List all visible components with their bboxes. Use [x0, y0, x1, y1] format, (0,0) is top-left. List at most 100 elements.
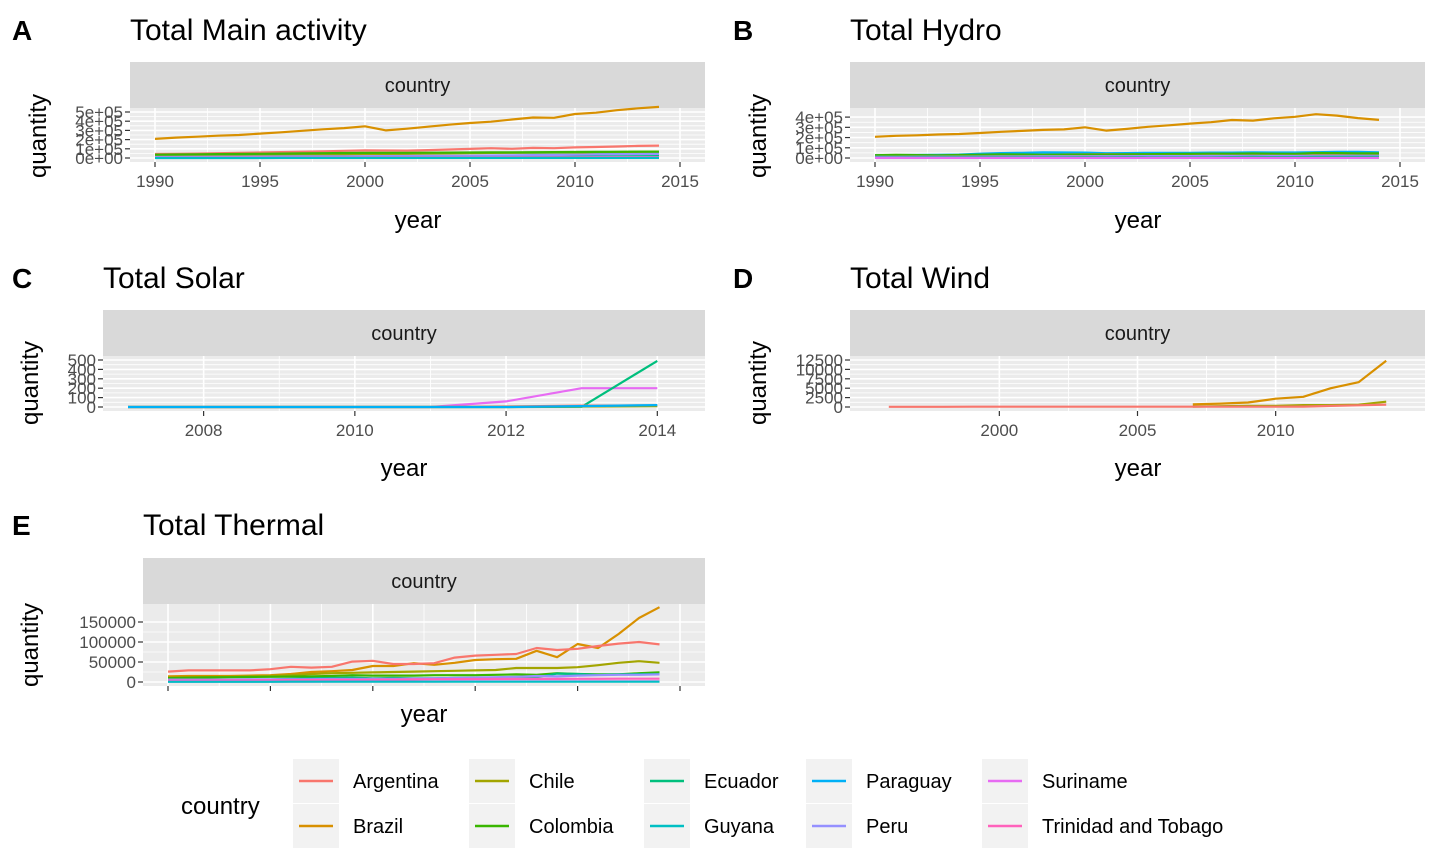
series-lines [167, 606, 661, 683]
y-tick-label: 4e+05 [795, 108, 843, 127]
series-lines [874, 113, 1380, 159]
y-tick-label: 3e+05 [75, 121, 123, 140]
legend-item: Ecuador [644, 759, 779, 803]
facet-strip-label: country [391, 571, 457, 593]
y-tick-label: 150000 [79, 613, 136, 632]
legend-item: Chile [469, 759, 575, 803]
y-axis-title: quantity [745, 341, 772, 425]
facet-strip-label: country [1105, 323, 1171, 345]
y-tick-label: 0 [87, 398, 96, 417]
facet-strip [850, 310, 1425, 356]
series-line-brazil [154, 105, 660, 140]
legend-label: Peru [866, 816, 908, 838]
legend-item: Paraguay [806, 759, 952, 803]
legend-item: Colombia [469, 804, 614, 848]
y-tick-label: 500 [68, 351, 96, 370]
chart-panels: A Total Main activitycountry0e+001e+052e+… [12, 14, 1425, 728]
y-tick-label: 7500 [805, 370, 843, 389]
facet-strip [130, 62, 705, 108]
x-tick-label: 2015 [661, 172, 699, 191]
panel-title: Total Main activity [130, 14, 367, 47]
legend-label: Argentina [353, 771, 439, 793]
facet-strip-label: country [385, 75, 451, 97]
y-tick-label: 0 [127, 673, 136, 692]
x-tick-label: 2010 [336, 421, 374, 440]
panel-letter: D [733, 263, 753, 294]
y-tick-label: 400 [68, 360, 96, 379]
y-tick-label: 5e+05 [75, 103, 123, 122]
legend-item: Trinidad and Tobago [982, 804, 1223, 848]
legend: country Argentina Brazil Chile Colombia Ecuad… [181, 759, 1223, 848]
legend-label: Suriname [1042, 771, 1128, 793]
x-axis-title: year [401, 701, 448, 728]
x-tick-label: 1995 [961, 172, 999, 191]
legend-item: Suriname [982, 759, 1128, 803]
x-tick-label: 2012 [487, 421, 525, 440]
panel-letter: E [12, 510, 31, 541]
y-tick-label: 10000 [796, 360, 843, 379]
facet-strip-label: country [371, 323, 437, 345]
x-tick-label: 2015 [1381, 172, 1419, 191]
y-tick-label: 200 [68, 379, 96, 398]
legend-item: Argentina [293, 759, 439, 803]
series-line-colombia [874, 151, 1379, 157]
x-tick-label: 1995 [241, 172, 279, 191]
facet-strip [850, 62, 1425, 108]
legend-label: Colombia [529, 816, 614, 838]
facet-strip-label: country [1105, 75, 1171, 97]
x-axis-title: year [381, 455, 428, 482]
y-tick-label: 2e+05 [795, 129, 843, 148]
legend-item: Guyana [644, 804, 775, 848]
legend-label: Chile [529, 771, 575, 793]
series-lines [888, 359, 1387, 408]
panel-b: B Total Hydro country 0e+001e+052e+053e+054… [733, 14, 1425, 234]
y-tick-label: 2e+05 [75, 131, 123, 150]
x-axis-title: year [1115, 455, 1162, 482]
legend-item: Brazil [293, 804, 403, 848]
x-tick-label: 2014 [638, 421, 676, 440]
x-tick-label: 2008 [185, 421, 223, 440]
series-line-argentina [167, 640, 660, 673]
x-axis-title: year [395, 207, 442, 234]
facet-strip [103, 310, 705, 356]
y-tick-label: 0e+00 [75, 149, 123, 168]
panel-letter: B [733, 15, 753, 46]
series-line-argentina [888, 403, 1387, 408]
panel-title: Total Wind [850, 262, 990, 295]
series-line-brazil [874, 113, 1380, 138]
legend-title: country [181, 793, 260, 820]
legend-label: Trinidad and Tobago [1042, 816, 1223, 838]
panel-title: Total Solar [103, 262, 245, 295]
y-tick-label: 3e+05 [795, 118, 843, 137]
y-tick-label: 100000 [79, 633, 136, 652]
panel-letter: C [12, 263, 32, 294]
series-lines [128, 359, 658, 409]
legend-item: Peru [806, 804, 908, 848]
x-tick-label: 2005 [1119, 421, 1157, 440]
x-tick-label: 1990 [136, 172, 174, 191]
x-tick-label: 2000 [346, 172, 384, 191]
series-lines [154, 105, 660, 160]
series-line-trinidad-and-tobago [168, 677, 660, 682]
y-tick-label: 0e+00 [795, 149, 843, 168]
y-tick-label: 5000 [805, 379, 843, 398]
panel-d: D Total Wind country 0250050007500100001250… [733, 262, 1425, 482]
y-axis-title: quantity [25, 94, 52, 178]
facet-strip [143, 558, 705, 604]
panel-title: Total Hydro [850, 14, 1002, 47]
x-tick-label: 2010 [556, 172, 594, 191]
y-tick-label: 100 [68, 389, 96, 408]
series-line-brazil [1192, 359, 1387, 406]
legend-label: Guyana [704, 816, 775, 838]
y-axis-title: quantity [745, 94, 772, 178]
x-axis-title: year [1115, 207, 1162, 234]
x-tick-label: 1990 [856, 172, 894, 191]
x-tick-label: 2000 [1066, 172, 1104, 191]
